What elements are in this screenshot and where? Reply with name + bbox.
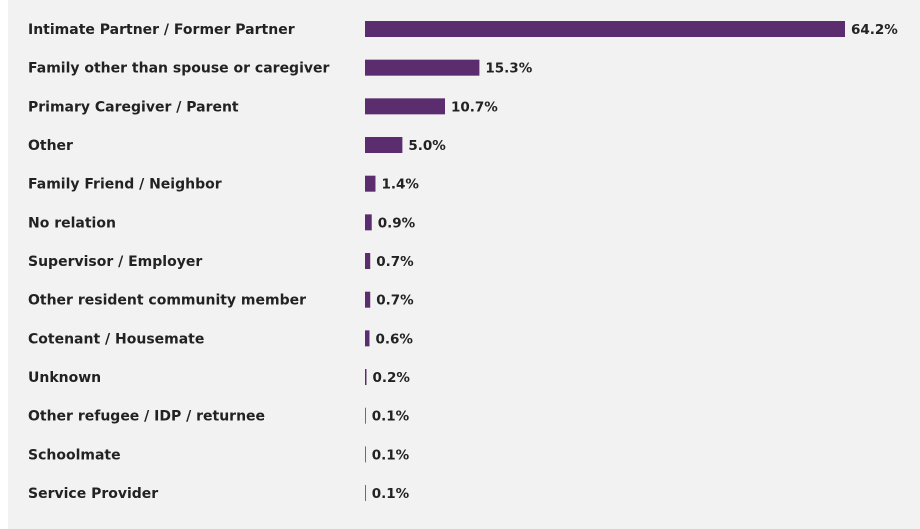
value-label: 64.2%: [851, 22, 898, 38]
bar: [365, 175, 376, 192]
value-label: 15.3%: [485, 61, 532, 77]
category-label: Other resident community member: [28, 293, 306, 309]
category-label: Primary Caregiver / Parent: [28, 99, 239, 115]
bar: [365, 214, 372, 231]
category-label: Family other than spouse or caregiver: [28, 61, 329, 77]
value-label: 0.7%: [376, 254, 414, 270]
value-label: 0.2%: [372, 370, 410, 386]
bar: [365, 21, 845, 37]
category-label: Other: [28, 138, 73, 154]
value-label: 0.7%: [376, 293, 414, 309]
value-label: 10.7%: [451, 99, 498, 115]
bar: [365, 407, 366, 424]
category-label: No relation: [28, 215, 116, 231]
category-label: Service Provider: [28, 486, 158, 502]
value-label: 1.4%: [381, 177, 419, 193]
value-label: 0.6%: [375, 331, 413, 347]
category-label: Other refugee / IDP / returnee: [28, 409, 265, 425]
category-label: Intimate Partner / Former Partner: [28, 22, 295, 38]
bar: [365, 291, 371, 308]
value-label: 0.1%: [372, 409, 410, 425]
bar: [365, 137, 403, 154]
bar: [365, 253, 371, 270]
value-label: 0.1%: [372, 447, 410, 463]
bar: [365, 98, 445, 115]
value-label: 5.0%: [408, 138, 446, 154]
bar: [365, 446, 366, 463]
chart-background: [8, 0, 920, 529]
value-label: 0.9%: [378, 215, 416, 231]
category-label: Family Friend / Neighbor: [28, 177, 222, 193]
value-label: 0.1%: [372, 486, 410, 502]
bar: [365, 59, 480, 76]
category-label: Unknown: [28, 370, 101, 386]
bar: [365, 330, 370, 347]
bar: [365, 369, 367, 386]
category-label: Schoolmate: [28, 447, 121, 463]
category-label: Supervisor / Employer: [28, 254, 202, 270]
category-label: Cotenant / Housemate: [28, 331, 204, 347]
bar: [365, 485, 366, 502]
